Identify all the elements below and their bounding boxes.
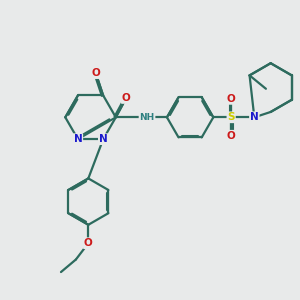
Text: O: O [227, 131, 236, 141]
Text: S: S [227, 112, 235, 122]
Text: O: O [84, 238, 93, 248]
Text: O: O [122, 93, 130, 103]
Text: N: N [74, 134, 82, 144]
Text: N: N [99, 134, 108, 144]
Text: NH: NH [140, 113, 155, 122]
Text: N: N [250, 112, 259, 122]
Text: O: O [92, 68, 100, 78]
Text: O: O [227, 94, 236, 104]
